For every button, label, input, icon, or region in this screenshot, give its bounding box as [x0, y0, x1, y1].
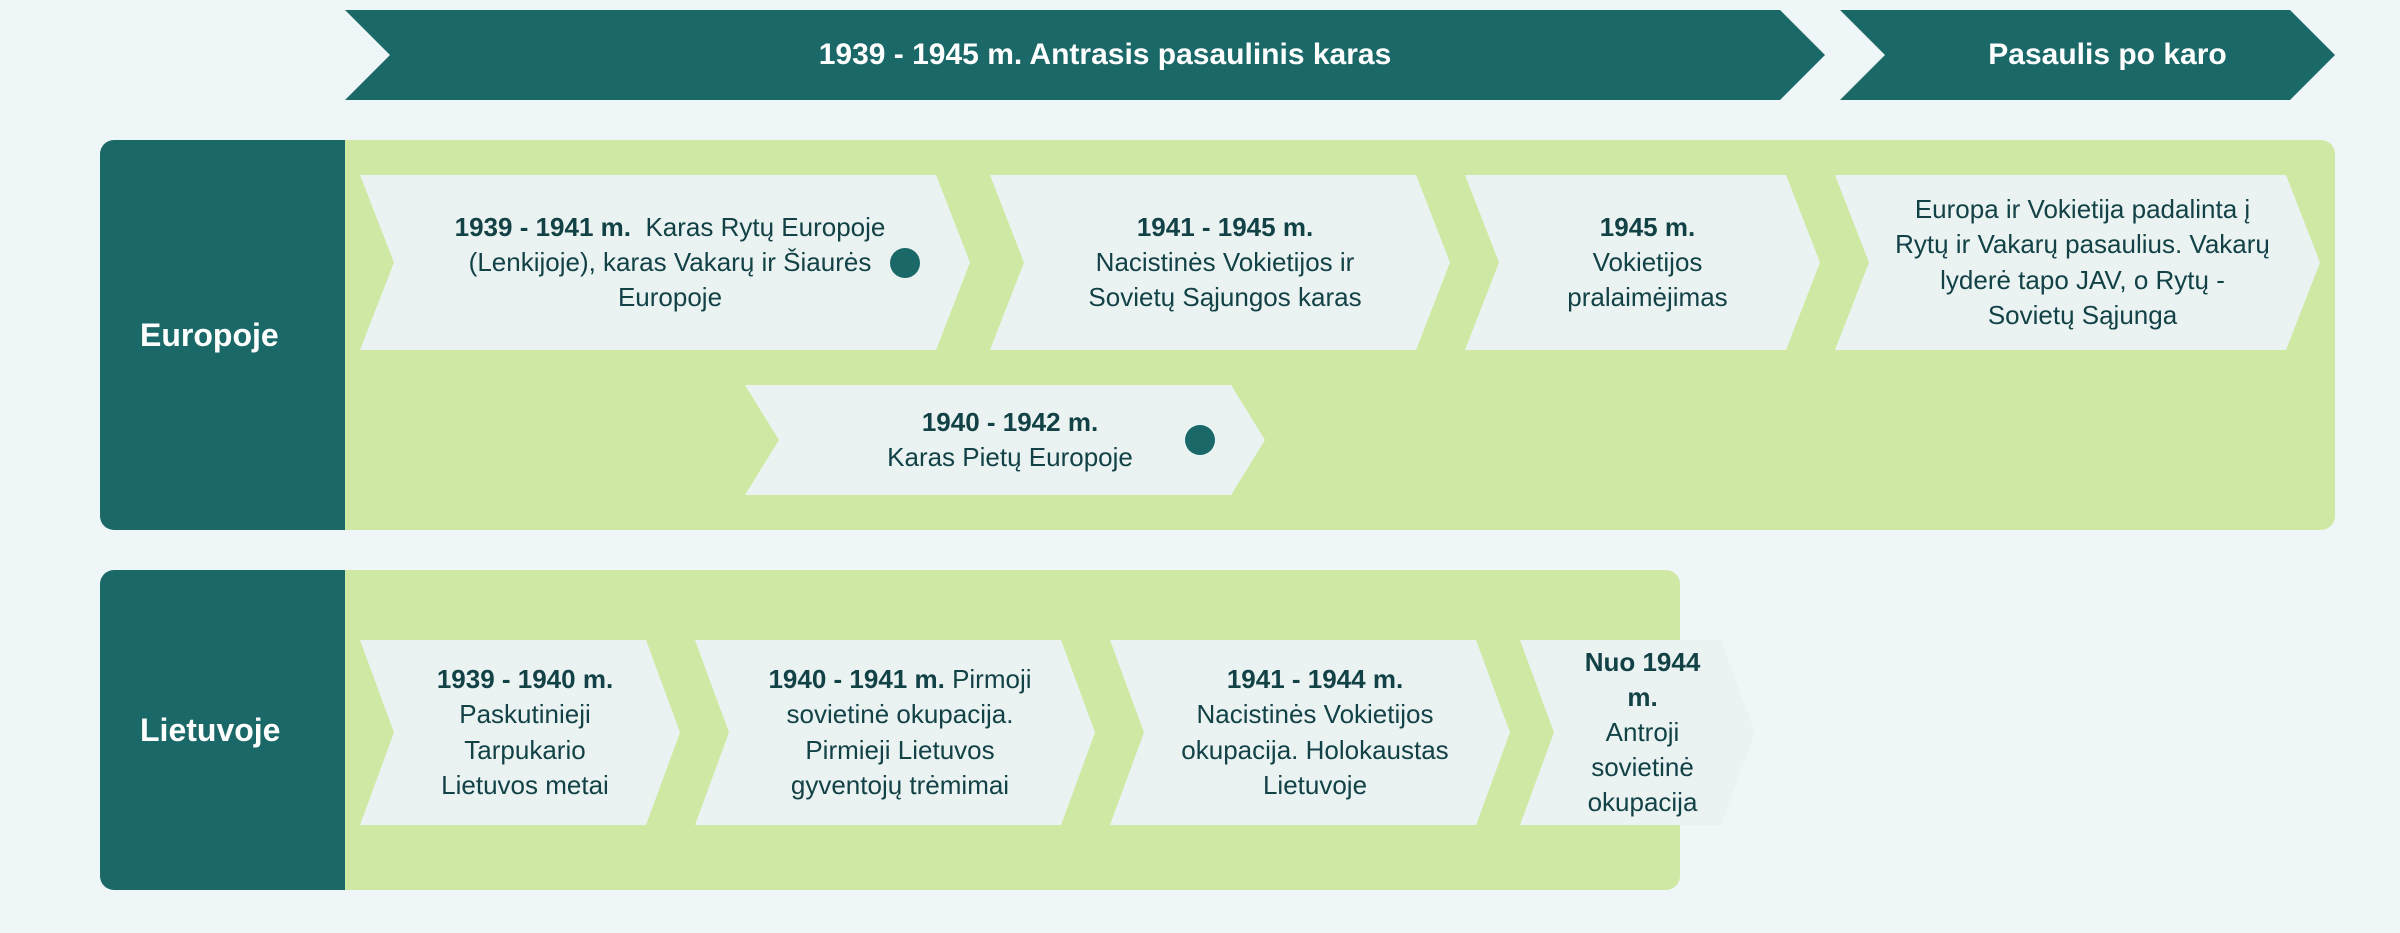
lithuania-section-label: Lietuvoje — [100, 570, 345, 890]
lithuania-card-4-text: Antroji sovietinė okupacija — [1580, 715, 1705, 820]
europe-card-4-text: Europa ir Vokietija padalinta į Rytų ir … — [1895, 192, 2270, 332]
lithuania-card-1-text: Paskutinieji Tarpukario Lietuvos metai — [420, 697, 630, 802]
europe-card-2: 1941 - 1945 m. Nacistinės Vokietijos ir … — [990, 175, 1450, 350]
europe-section-label: Europoje — [100, 140, 345, 530]
lithuania-card-3-text: Nacistinės Vokietijos okupacija. Holokau… — [1170, 697, 1460, 802]
header-main-arrow: 1939 - 1945 m. Antrasis pasaulinis karas — [345, 10, 1825, 100]
europe-card-3: 1945 m. Vokietijos pralaimėjimas — [1465, 175, 1820, 350]
lithuania-label-text: Lietuvoje — [140, 712, 280, 749]
europe-south-text: Karas Pietų Europoje — [887, 440, 1133, 475]
dot-icon — [1185, 425, 1215, 455]
header-after-arrow: Pasaulis po karo — [1840, 10, 2335, 100]
europe-card-4: Europa ir Vokietija padalinta į Rytų ir … — [1835, 175, 2320, 350]
europe-south-years: 1940 - 1942 m. — [922, 405, 1098, 440]
timeline-canvas: 1939 - 1945 m. Antrasis pasaulinis karas… — [0, 0, 2400, 933]
header-after-text: Pasaulis po karo — [1988, 38, 2226, 72]
lithuania-card-1: 1939 - 1940 m. Paskutinieji Tarpukario L… — [360, 640, 680, 825]
europe-card-1: 1939 - 1941 m. Karas Rytų Europoje (Lenk… — [360, 175, 970, 350]
lithuania-card-4-years: Nuo 1944 m. — [1580, 645, 1705, 715]
lithuania-card-3-years: 1941 - 1944 m. — [1227, 662, 1403, 697]
lithuania-card-4: Nuo 1944 m. Antroji sovietinė okupacija — [1520, 640, 1755, 825]
header-main-text: 1939 - 1945 m. Antrasis pasaulinis karas — [819, 38, 1392, 72]
europe-card-3-text: Vokietijos pralaimėjimas — [1525, 245, 1770, 315]
lithuania-card-1-years: 1939 - 1940 m. — [437, 662, 613, 697]
europe-label-text: Europoje — [140, 317, 279, 354]
lithuania-card-2-years: 1940 - 1941 m. — [768, 664, 944, 694]
europe-card-2-text: Nacistinės Vokietijos ir Sovietų Sąjungo… — [1050, 245, 1400, 315]
europe-card-1-years: 1939 - 1941 m. — [455, 212, 631, 242]
europe-card-3-years: 1945 m. — [1600, 210, 1695, 245]
lithuania-card-3: 1941 - 1944 m. Nacistinės Vokietijos oku… — [1110, 640, 1510, 825]
europe-card-2-years: 1941 - 1945 m. — [1137, 210, 1313, 245]
dot-icon — [890, 248, 920, 278]
lithuania-card-2: 1940 - 1941 m. Pirmoji sovietinė okupaci… — [695, 640, 1095, 825]
